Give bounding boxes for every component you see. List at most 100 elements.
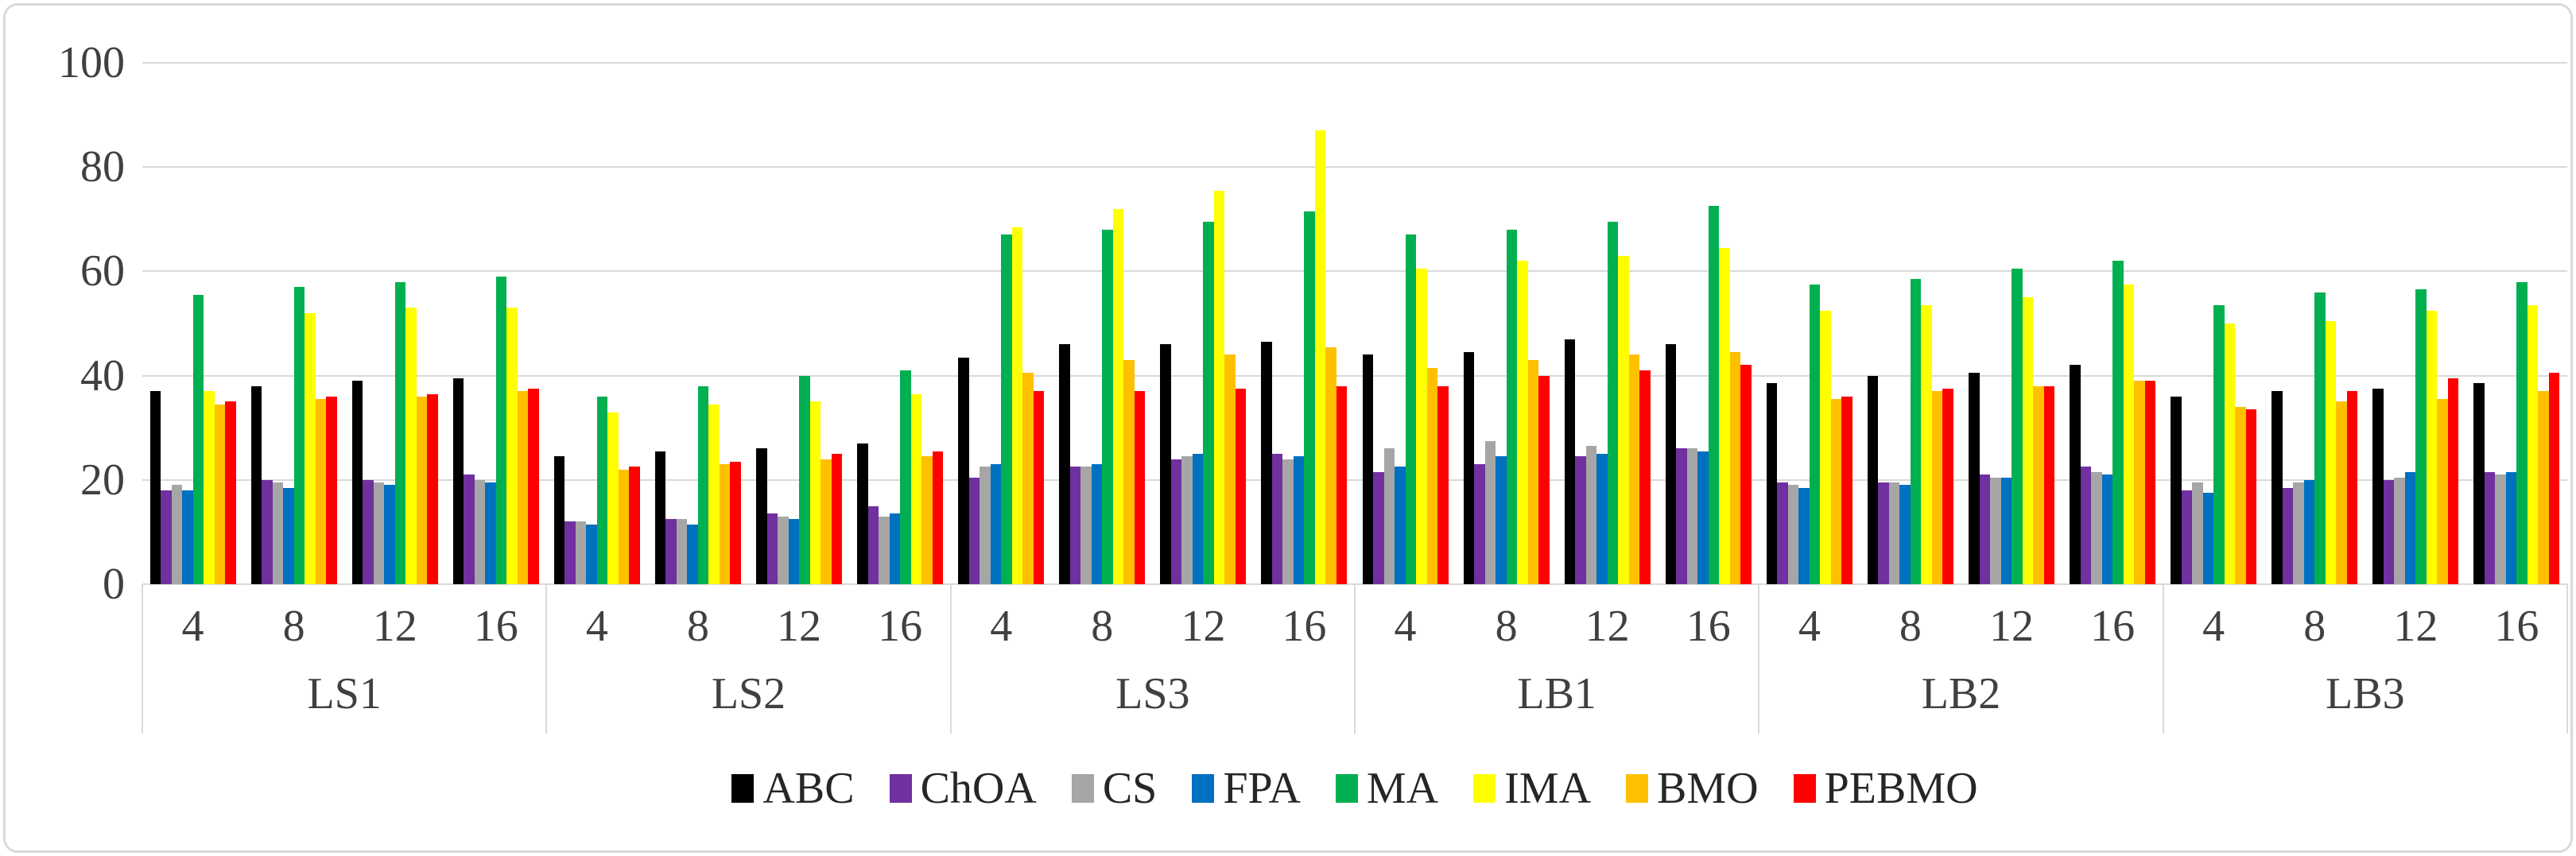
legend-marker-PEBMO: [1793, 774, 1816, 803]
bar-LS3-12-CS: [1181, 456, 1193, 584]
bar-LB2-4-ABC: [1766, 383, 1778, 584]
bar-LB2-16-ChOA: [2080, 467, 2092, 584]
bar-LB2-12-PEBMO: [2043, 385, 2054, 584]
bar-LS3-16-ChOA: [1271, 454, 1283, 584]
category-separator-3: [1354, 584, 1356, 734]
bar-LS1-4-FPA: [182, 490, 193, 584]
cluster-LB1-16: [1658, 63, 1759, 584]
bar-LB2-12-MA: [2012, 269, 2023, 584]
cluster-LS1-12: [344, 63, 445, 584]
bar-LB1-8-ABC: [1463, 352, 1475, 584]
bar-LS3-8-CS: [1080, 467, 1092, 584]
tick-group-LS1: 4 8 12 16: [142, 591, 546, 662]
cluster-LS1-8: [243, 63, 344, 584]
bar-LS1-12-CS: [373, 482, 385, 584]
cluster-LS1-4: [142, 63, 243, 584]
bar-LB3-16-CS: [2495, 474, 2506, 584]
x-tick-label-LB1-12: 12: [1585, 602, 1630, 651]
bar-LB3-4-FPA: [2202, 493, 2214, 584]
x-tick-label-LB1-16: 16: [1686, 602, 1731, 651]
bar-LS3-16-MA: [1304, 211, 1315, 584]
legend-item-MA: MA: [1335, 764, 1439, 813]
bar-LB2-12-ChOA: [1979, 474, 1990, 584]
cluster-LB2-16: [2062, 63, 2163, 584]
bar-LS3-16-FPA: [1293, 456, 1305, 584]
category-separator-6: [2566, 584, 2568, 734]
bar-LS3-4-IMA: [1011, 227, 1023, 584]
legend-label-BMO: BMO: [1657, 764, 1759, 813]
gridline-40: [142, 374, 2567, 377]
legend-marker-BMO: [1626, 774, 1649, 803]
group-LB1: [1355, 63, 1759, 584]
bar-LS1-12-ABC: [351, 381, 363, 584]
bar-LS2-12-FPA: [788, 519, 800, 584]
x-tick-label-LB3-8: 8: [2303, 602, 2326, 651]
bar-LS3-12-ABC: [1160, 344, 1171, 584]
bar-LB2-12-ABC: [1969, 373, 1980, 584]
bar-LB2-4-MA: [1809, 284, 1821, 584]
group-LB3: [2163, 63, 2567, 584]
bar-LS2-12-PEBMO: [831, 454, 843, 584]
bar-LS1-4-IMA: [204, 391, 215, 584]
bar-LS1-16-PEBMO: [528, 389, 539, 584]
bar-LB2-8-PEBMO: [1942, 389, 1953, 584]
bar-LS1-16-CS: [474, 479, 486, 584]
bar-LS2-16-ABC: [857, 443, 868, 584]
bar-LS2-4-ChOA: [564, 521, 576, 584]
legend-label-ABC: ABC: [762, 764, 855, 813]
bar-LB1-16-ABC: [1665, 344, 1677, 584]
bar-LB1-16-FPA: [1697, 451, 1709, 584]
x-tick-label-LS2-4: 4: [585, 602, 608, 651]
bar-LS1-4-MA: [192, 294, 204, 584]
bar-LS3-8-IMA: [1112, 208, 1124, 584]
cluster-LS2-8: [647, 63, 748, 584]
tick-group-LS2: 4 8 12 16: [546, 591, 950, 662]
bar-LB1-12-PEBMO: [1639, 370, 1651, 584]
bar-LB1-8-IMA: [1517, 261, 1528, 584]
cluster-LS1-16: [445, 63, 546, 584]
bar-LB2-8-CS: [1888, 482, 1900, 584]
bar-LB1-8-PEBMO: [1538, 375, 1550, 584]
bar-LS3-16-BMO: [1325, 347, 1336, 584]
bar-LS3-8-MA: [1102, 229, 1113, 584]
bar-LS2-12-ChOA: [766, 513, 778, 584]
bar-LB3-4-BMO: [2235, 406, 2246, 584]
bar-LB3-16-MA: [2516, 281, 2528, 584]
bar-LS2-8-BMO: [719, 464, 731, 584]
bar-LB1-12-IMA: [1618, 255, 1629, 584]
legend-label-ChOA: ChOA: [920, 764, 1037, 813]
bar-LB3-4-IMA: [2224, 323, 2236, 584]
bar-LS2-16-FPA: [889, 513, 901, 584]
bar-LB1-12-BMO: [1628, 354, 1640, 584]
bar-LS3-12-IMA: [1213, 190, 1225, 584]
x-group-label-LB3: LB3: [2326, 669, 2405, 718]
bar-LB2-4-ChOA: [1777, 482, 1788, 584]
bar-LB3-16-FPA: [2505, 471, 2517, 584]
category-separator-0: [142, 584, 143, 734]
bar-LB1-16-ChOA: [1676, 448, 1687, 584]
bar-LS2-16-IMA: [910, 393, 922, 584]
category-separator-2: [949, 584, 952, 734]
x-tick-label-LS1-8: 8: [282, 602, 305, 651]
bar-LS2-16-ChOA: [867, 505, 879, 584]
bar-LB3-8-CS: [2293, 482, 2304, 584]
bar-LB2-4-IMA: [1820, 310, 1831, 584]
bar-LS1-4-PEBMO: [225, 401, 236, 584]
bar-LB1-16-PEBMO: [1740, 365, 1752, 584]
bar-LB1-4-CS: [1383, 448, 1395, 584]
bar-LS1-12-IMA: [405, 308, 417, 584]
legend-marker-MA: [1335, 774, 1358, 803]
bar-LS1-8-CS: [272, 482, 284, 584]
legend-marker-IMA: [1473, 774, 1496, 803]
bar-LB2-12-BMO: [2033, 385, 2044, 584]
legend-marker-ChOA: [889, 774, 912, 803]
bar-LB2-16-BMO: [2134, 381, 2145, 584]
legend-item-ABC: ABC: [731, 764, 855, 813]
bar-LB2-8-MA: [1910, 279, 1922, 584]
x-group-label-LS1: LS1: [307, 669, 382, 718]
bar-LB1-16-CS: [1686, 448, 1698, 584]
bar-LB2-16-MA: [2112, 261, 2124, 584]
bar-LB2-12-CS: [1990, 477, 2001, 584]
bar-LS1-12-BMO: [416, 396, 428, 584]
legend-label-MA: MA: [1366, 764, 1439, 813]
